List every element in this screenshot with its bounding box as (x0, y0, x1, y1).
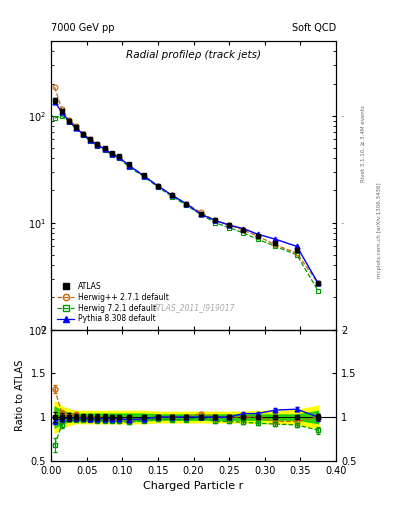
Text: 7000 GeV pp: 7000 GeV pp (51, 23, 115, 33)
X-axis label: Charged Particle r: Charged Particle r (143, 481, 244, 491)
Text: Radial profileρ (track jets): Radial profileρ (track jets) (126, 50, 261, 59)
Text: ATLAS_2011_I919017: ATLAS_2011_I919017 (152, 303, 235, 312)
Text: Soft QCD: Soft QCD (292, 23, 336, 33)
Text: mcplots.cern.ch [arXiv:1306.3436]: mcplots.cern.ch [arXiv:1306.3436] (377, 183, 382, 278)
Y-axis label: Ratio to ATLAS: Ratio to ATLAS (15, 359, 25, 431)
Legend: ATLAS, Herwig++ 2.7.1 default, Herwig 7.2.1 default, Pythia 8.308 default: ATLAS, Herwig++ 2.7.1 default, Herwig 7.… (55, 280, 171, 326)
Text: Rivet 3.1.10, ≥ 3.4M events: Rivet 3.1.10, ≥ 3.4M events (361, 105, 366, 182)
